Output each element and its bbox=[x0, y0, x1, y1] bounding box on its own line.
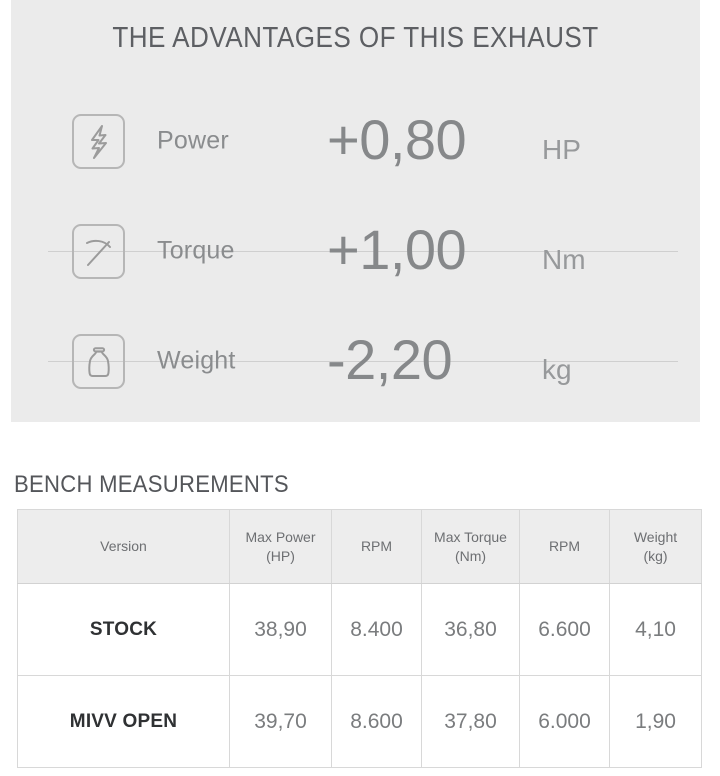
column-header-line1: RPM bbox=[360, 538, 393, 555]
advantages-row-list: Power +0,80 HP Torque +1,00 Nm bbox=[11, 86, 700, 416]
table-header-row: Version Max Power (HP) RPM Max Torque (N… bbox=[17, 509, 702, 584]
advantage-divider-2 bbox=[48, 360, 678, 362]
advantage-label-torque: Torque bbox=[157, 236, 235, 265]
torque-curve-icon bbox=[72, 224, 125, 279]
cell-torque-rpm: 6.600 bbox=[519, 583, 610, 676]
column-header-weight: Weight (kg) bbox=[609, 509, 702, 584]
column-header-line1: Max Power bbox=[245, 528, 316, 545]
column-header-line2: (kg) bbox=[643, 547, 668, 564]
column-header-line2: (Nm) bbox=[454, 547, 487, 564]
cell-power-rpm: 8.400 bbox=[331, 583, 422, 676]
column-header-line1: RPM bbox=[548, 538, 581, 555]
advantage-unit-torque: Nm bbox=[542, 243, 586, 275]
table-row: MIVV OPEN 39,70 8.600 37,80 6.000 1,90 bbox=[17, 675, 702, 768]
advantage-row-torque: Torque +1,00 Nm bbox=[11, 196, 700, 306]
advantage-value-weight: -2,20 bbox=[327, 327, 453, 391]
cell-version: STOCK bbox=[17, 583, 230, 676]
column-header-line2: (HP) bbox=[266, 547, 295, 564]
advantage-divider-1 bbox=[48, 250, 678, 252]
advantages-panel: THE ADVANTAGES OF THIS EXHAUST Power +0,… bbox=[11, 0, 700, 422]
lightning-bolt-icon bbox=[72, 114, 125, 169]
advantage-label-power: Power bbox=[157, 126, 229, 155]
cell-max-torque: 37,80 bbox=[421, 675, 520, 768]
advantage-label-weight: Weight bbox=[157, 346, 236, 375]
advantage-row-weight: Weight -2,20 kg bbox=[11, 306, 700, 416]
bench-measurements-title: BENCH MEASUREMENTS bbox=[14, 471, 289, 498]
column-header-version: Version bbox=[17, 509, 230, 584]
advantage-unit-weight: kg bbox=[542, 353, 572, 385]
cell-version: MIVV OPEN bbox=[17, 675, 230, 768]
advantages-title: THE ADVANTAGES OF THIS EXHAUST bbox=[112, 22, 599, 54]
table-row: STOCK 38,90 8.400 36,80 6.600 4,10 bbox=[17, 583, 702, 676]
column-header-line1: Version bbox=[100, 538, 147, 555]
cell-weight: 1,90 bbox=[609, 675, 702, 768]
column-header-line1: Max Torque bbox=[434, 528, 507, 545]
advantage-unit-power: HP bbox=[542, 133, 581, 165]
column-header-max-power: Max Power (HP) bbox=[229, 509, 332, 584]
column-header-power-rpm: RPM bbox=[331, 509, 422, 584]
advantage-value-torque: +1,00 bbox=[327, 217, 467, 281]
column-header-torque-rpm: RPM bbox=[519, 509, 610, 584]
column-header-max-torque: Max Torque (Nm) bbox=[421, 509, 520, 584]
column-header-line1: Weight bbox=[633, 528, 678, 545]
cell-max-power: 39,70 bbox=[229, 675, 332, 768]
cell-torque-rpm: 6.000 bbox=[519, 675, 610, 768]
cell-max-power: 38,90 bbox=[229, 583, 332, 676]
bench-measurements-table: Version Max Power (HP) RPM Max Torque (N… bbox=[17, 509, 702, 768]
cell-max-torque: 36,80 bbox=[421, 583, 520, 676]
advantage-row-power: Power +0,80 HP bbox=[11, 86, 700, 196]
weight-icon bbox=[72, 334, 125, 389]
cell-weight: 4,10 bbox=[609, 583, 702, 676]
advantage-value-power: +0,80 bbox=[327, 107, 467, 171]
cell-power-rpm: 8.600 bbox=[331, 675, 422, 768]
